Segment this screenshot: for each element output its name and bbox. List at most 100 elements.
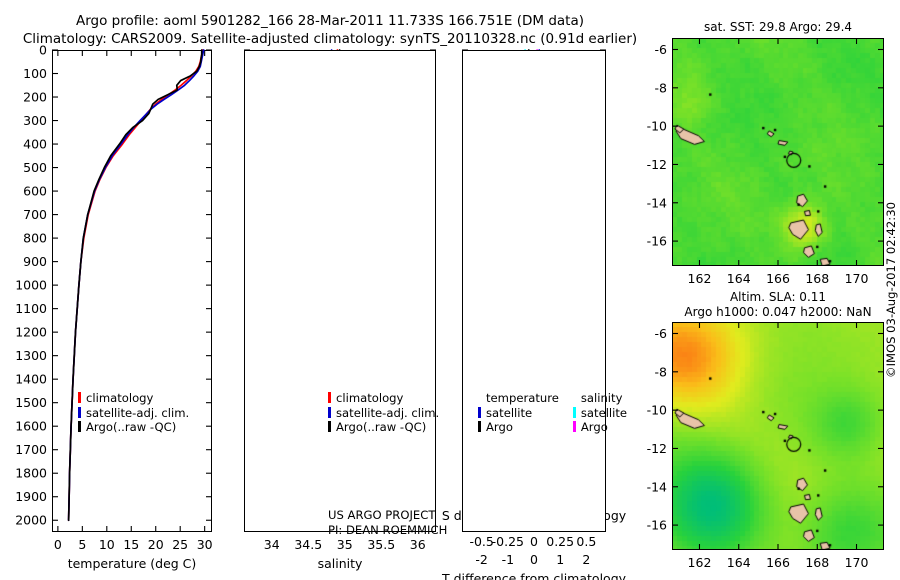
legend-col-temperature: temperature satellite Argo <box>478 391 573 435</box>
svg-text:20: 20 <box>148 537 164 552</box>
svg-text:-10: -10 <box>647 403 667 418</box>
project-credit: US ARGO PROJECT PI: DEAN ROEMMICH <box>328 508 447 537</box>
legend-swatch-satellite-adj <box>78 406 81 418</box>
svg-text:-14: -14 <box>647 195 667 210</box>
legend-item: satellite <box>478 406 559 421</box>
svg-text:300: 300 <box>23 113 47 128</box>
legend-swatch-s-argo <box>572 421 576 432</box>
svg-text:36: 36 <box>410 537 426 552</box>
svg-text:-10: -10 <box>647 119 667 134</box>
sst-map-canvas[interactable] <box>673 39 883 265</box>
legend-swatch-climatology <box>328 392 331 403</box>
svg-text:162: 162 <box>688 555 712 570</box>
svg-text:34: 34 <box>264 537 280 552</box>
svg-text:1700: 1700 <box>15 442 47 457</box>
svg-text:-1: -1 <box>502 552 514 567</box>
svg-text:T difference from climatology: T difference from climatology <box>441 571 627 580</box>
svg-text:-2: -2 <box>475 552 487 567</box>
svg-text:-6: -6 <box>655 326 668 341</box>
legend-swatch-t-argo <box>478 421 481 432</box>
legend-label: Argo <box>486 420 513 434</box>
svg-text:1600: 1600 <box>15 419 47 434</box>
sla-title-line-2: Argo h1000: 0.047 h2000: NaN <box>684 305 872 319</box>
legend-label: satellite <box>580 405 628 420</box>
legend-col-title: salinity <box>580 391 623 405</box>
legend-item: climatology <box>328 391 439 406</box>
svg-text:-8: -8 <box>655 364 668 379</box>
legend-label: climatology <box>86 391 154 405</box>
svg-text:500: 500 <box>23 160 47 175</box>
sla-map-canvas[interactable] <box>673 323 883 549</box>
pi-name: PI: DEAN ROEMMICH <box>328 522 448 537</box>
sla-map[interactable] <box>672 322 884 550</box>
svg-text:0: 0 <box>530 552 538 567</box>
svg-text:0: 0 <box>530 534 538 549</box>
svg-text:5: 5 <box>78 537 86 552</box>
legend-swatch-t-satellite <box>478 406 481 418</box>
svg-text:700: 700 <box>23 207 47 222</box>
svg-text:-16: -16 <box>647 518 667 533</box>
sst-map[interactable] <box>672 38 884 266</box>
svg-text:-12: -12 <box>647 157 667 172</box>
legend-label: satellite-adj. clim. <box>86 405 190 420</box>
svg-text:162: 162 <box>688 271 712 286</box>
title-line-1: Argo profile: aoml 5901282_166 28-Mar-20… <box>75 13 584 29</box>
svg-text:temperature (deg C): temperature (deg C) <box>68 556 197 571</box>
svg-text:800: 800 <box>23 231 47 246</box>
svg-text:1: 1 <box>556 552 564 567</box>
legend-label: climatology <box>336 391 404 405</box>
svg-text:-0.5: -0.5 <box>469 534 493 549</box>
svg-text:168: 168 <box>805 555 829 570</box>
svg-text:-0.25: -0.25 <box>492 534 524 549</box>
legend-label: satellite <box>486 405 533 420</box>
salinity-legend: climatology satellite-adj. clim. Argo(..… <box>328 391 439 435</box>
sst-map-title: sat. SST: 29.8 Argo: 29.4 <box>703 20 853 34</box>
legend-label: Argo <box>580 420 608 434</box>
svg-text:2: 2 <box>582 552 590 567</box>
legend-label: satellite-adj. clim. <box>336 405 440 420</box>
project-name: US ARGO PROJECT <box>328 508 436 522</box>
svg-text:0.25: 0.25 <box>546 534 574 549</box>
svg-text:1800: 1800 <box>15 466 47 481</box>
svg-text:-14: -14 <box>647 479 667 494</box>
title-line-2: Climatology: CARS2009. Satellite-adjuste… <box>22 31 638 47</box>
svg-text:1400: 1400 <box>15 372 47 387</box>
svg-text:1200: 1200 <box>15 325 47 340</box>
legend-swatch-climatology <box>78 392 81 403</box>
legend-col-salinity: salinity satellite Argo <box>572 391 628 435</box>
sla-title-line-1: Altim. SLA: 0.11 <box>729 290 827 304</box>
svg-text:168: 168 <box>805 271 829 286</box>
legend-label: Argo(..raw -QC) <box>86 420 177 434</box>
svg-text:100: 100 <box>23 66 47 81</box>
svg-text:170: 170 <box>845 555 869 570</box>
difference-panel[interactable] <box>462 50 606 532</box>
svg-text:-12: -12 <box>647 441 667 456</box>
svg-text:34.5: 34.5 <box>294 537 322 552</box>
svg-text:0.5: 0.5 <box>576 534 596 549</box>
svg-text:0: 0 <box>39 43 47 58</box>
difference-legend: temperature satellite Argo salinity sate… <box>478 391 627 435</box>
legend-item: satellite-adj. clim. <box>78 406 189 421</box>
svg-text:170: 170 <box>845 271 869 286</box>
svg-text:-8: -8 <box>655 80 668 95</box>
svg-text:-16: -16 <box>647 234 667 249</box>
legend-col-title: temperature <box>486 391 559 405</box>
svg-text:400: 400 <box>23 137 47 152</box>
legend-item: Argo <box>572 420 627 435</box>
legend-swatch-s-satellite <box>572 406 576 418</box>
sla-map-title: Altim. SLA: 0.11 Argo h1000: 0.047 h2000… <box>672 290 884 320</box>
salinity-panel[interactable] <box>244 50 436 532</box>
legend-swatch-argo <box>78 421 81 432</box>
svg-text:164: 164 <box>727 555 751 570</box>
svg-text:10: 10 <box>99 537 115 552</box>
svg-text:166: 166 <box>766 271 790 286</box>
temperature-legend: climatology satellite-adj. clim. Argo(..… <box>78 391 189 435</box>
legend-item: Argo <box>478 420 559 435</box>
svg-text:25: 25 <box>172 537 188 552</box>
svg-text:1500: 1500 <box>15 395 47 410</box>
legend-label: Argo(..raw -QC) <box>336 420 427 434</box>
legend-item: satellite <box>572 405 628 421</box>
svg-text:1300: 1300 <box>15 348 47 363</box>
svg-text:35: 35 <box>337 537 353 552</box>
